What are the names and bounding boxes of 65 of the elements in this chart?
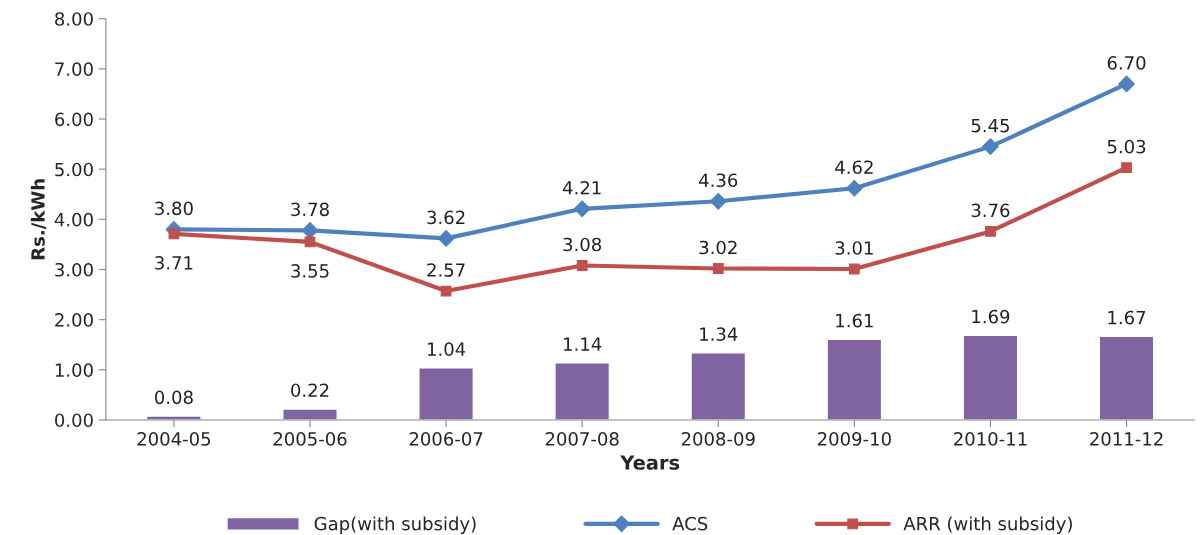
y-tick-label: 0.00 <box>55 413 93 428</box>
data-label: 4.21 <box>562 180 601 195</box>
y-axis-title: Rs./kWh <box>30 179 47 260</box>
y-tick-label: 5.00 <box>55 162 93 177</box>
x-tick-label: 2009-10 <box>817 432 891 446</box>
x-tick-label: 2006-07 <box>409 432 483 446</box>
bar <box>962 334 1019 420</box>
data-label: 2.57 <box>427 263 465 277</box>
data-label: 3.71 <box>155 256 193 270</box>
point <box>985 226 996 237</box>
data-label: 6.70 <box>1107 56 1146 70</box>
data-label: 5.45 <box>971 119 1009 133</box>
data-label: 1.61 <box>836 313 873 328</box>
legend-label: Gap(with subsidy) <box>314 516 476 534</box>
data-label: 1.04 <box>427 342 466 356</box>
point <box>437 230 455 247</box>
legend-label: ARR (with subsidy) <box>903 516 1072 534</box>
data-label: 3.55 <box>291 264 329 278</box>
legend-label: ACS <box>672 516 708 531</box>
data-label: 3.62 <box>427 210 465 225</box>
bar <box>282 408 338 420</box>
bar <box>418 367 475 420</box>
x-tick-label: 2011-12 <box>1090 432 1163 446</box>
point <box>1118 75 1135 93</box>
data-label: 4.36 <box>699 173 738 188</box>
bar <box>690 352 747 420</box>
y-tick-label: 6.00 <box>55 112 93 127</box>
point <box>576 260 588 271</box>
y-tick-label: 7.00 <box>55 62 93 76</box>
point <box>709 192 727 210</box>
point <box>712 263 724 274</box>
data-label: 3.80 <box>155 201 193 216</box>
point <box>1121 162 1132 174</box>
data-label: 0.22 <box>291 383 329 398</box>
y-tick-label: 8.00 <box>55 12 93 26</box>
y-tick-label: 3.00 <box>55 262 93 277</box>
data-label: 0.08 <box>155 390 193 405</box>
point <box>848 263 860 275</box>
x-tick-label: 2007-08 <box>545 432 619 446</box>
data-label: 1.69 <box>972 309 1010 324</box>
x-tick-label: 2010-11 <box>954 432 1027 446</box>
x-tick-label: 2008-09 <box>681 432 755 446</box>
bar <box>826 338 883 420</box>
data-label: 1.67 <box>1108 310 1146 325</box>
bar <box>1098 335 1155 420</box>
x-tick-label: 2005-06 <box>273 432 347 446</box>
data-label: 1.14 <box>564 337 602 351</box>
data-label: 3.01 <box>835 241 873 255</box>
data-label: 3.08 <box>563 237 602 252</box>
data-label: 3.78 <box>291 202 329 217</box>
data-label: 1.34 <box>700 327 738 341</box>
bar <box>554 362 611 420</box>
point <box>982 138 999 155</box>
y-tick-label: 2.00 <box>55 313 93 327</box>
y-tick-label: 4.00 <box>54 212 93 227</box>
point <box>845 179 863 197</box>
data-label: 4.62 <box>835 160 873 175</box>
point <box>573 200 591 218</box>
data-label: 3.76 <box>971 203 1010 218</box>
point <box>301 222 319 239</box>
y-tick-label: 1.00 <box>55 363 93 377</box>
x-axis-title: Years <box>620 455 680 470</box>
data-label: 3.02 <box>699 240 737 255</box>
data-label: 5.03 <box>1107 139 1146 154</box>
x-tick-label: 2004-05 <box>137 432 211 446</box>
